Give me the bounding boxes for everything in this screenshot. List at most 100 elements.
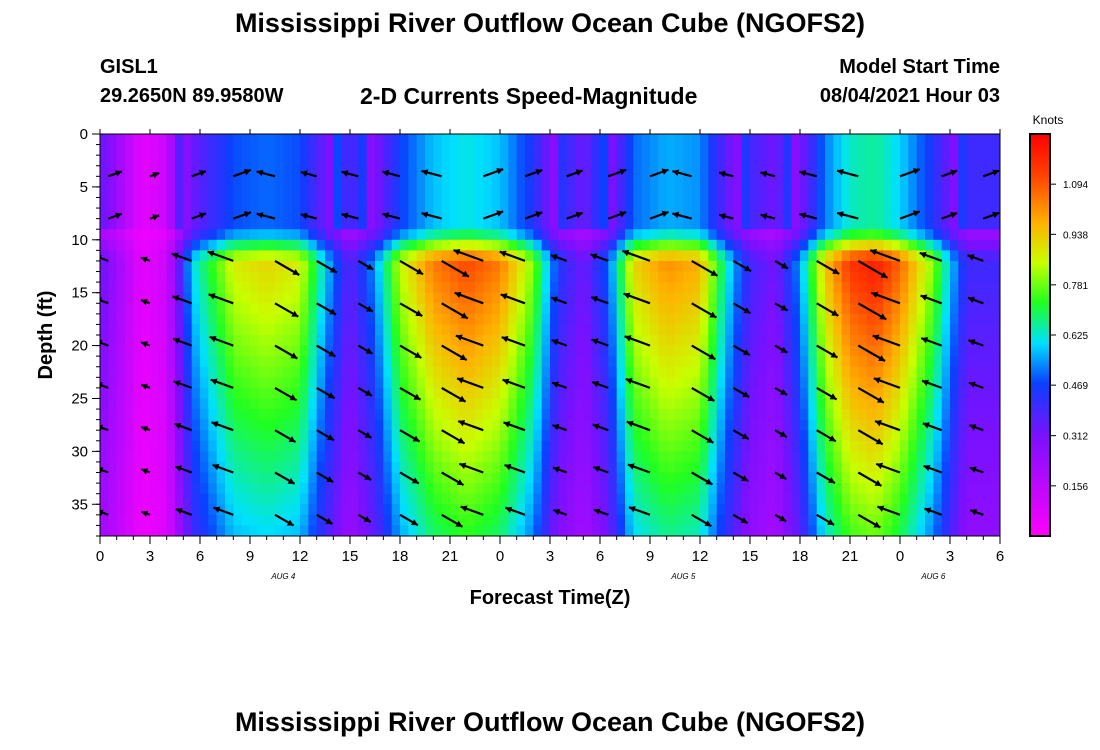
- heatmap-cell: [133, 472, 143, 484]
- heatmap-cell: [616, 430, 626, 442]
- heatmap-cell: [666, 260, 676, 273]
- heatmap-cell: [216, 483, 226, 495]
- heatmap-cell: [216, 260, 226, 273]
- heatmap-cell: [350, 176, 359, 188]
- heatmap-cell: [366, 398, 376, 410]
- heatmap-cell: [775, 292, 784, 304]
- heatmap-cell: [291, 271, 301, 283]
- heatmap-cell: [241, 303, 251, 315]
- heatmap-cell: [916, 292, 926, 304]
- heatmap-cell: [550, 472, 559, 484]
- heatmap-cell: [850, 229, 859, 241]
- heatmap-cell: [158, 440, 168, 452]
- heatmap-cell: [291, 472, 301, 484]
- heatmap-cell: [416, 239, 426, 251]
- heatmap-cell: [375, 377, 384, 389]
- heatmap-cell: [450, 356, 459, 368]
- heatmap-cell: [450, 229, 459, 241]
- heatmap-cell: [291, 430, 301, 442]
- heatmap-cell: [408, 409, 418, 421]
- heatmap-cell: [666, 366, 676, 378]
- heatmap-cell: [233, 282, 243, 294]
- heatmap-cell: [583, 451, 593, 463]
- heatmap-cell: [141, 409, 151, 421]
- heatmap-cell: [641, 451, 651, 463]
- heatmap-cell: [283, 440, 293, 452]
- current-arrow: [921, 379, 943, 389]
- heatmap-cell: [341, 134, 351, 146]
- heatmap-cell: [275, 409, 284, 421]
- heatmap-cell: [591, 472, 601, 484]
- heatmap-cell: [525, 440, 534, 452]
- heatmap-cell: [416, 514, 426, 527]
- heatmap-cell: [433, 186, 443, 199]
- heatmap-cell: [416, 250, 426, 262]
- heatmap-cell: [416, 208, 426, 220]
- heatmap-cell: [116, 176, 126, 188]
- heatmap-cell: [708, 271, 718, 283]
- heatmap-cell: [191, 472, 201, 484]
- heatmap-cell: [308, 208, 318, 220]
- heatmap-cell: [150, 409, 159, 421]
- heatmap-cell: [683, 144, 693, 156]
- heatmap-cell: [225, 525, 234, 536]
- heatmap-cell: [825, 313, 834, 326]
- heatmap-cell: [633, 409, 643, 421]
- heatmap-cell: [500, 514, 509, 527]
- heatmap-cell: [200, 430, 209, 442]
- heatmap-cell: [341, 409, 351, 421]
- heatmap-cell: [383, 377, 393, 389]
- heatmap-cell: [925, 525, 934, 536]
- heatmap-cell: [783, 419, 793, 431]
- current-arrow: [672, 211, 692, 220]
- heatmap-cell: [750, 292, 759, 304]
- heatmap-cell: [783, 451, 793, 463]
- current-arrow: [140, 298, 151, 306]
- heatmap-cell: [925, 155, 934, 167]
- heatmap-cell: [641, 419, 651, 431]
- heatmap-cell: [725, 419, 734, 431]
- heatmap-cell: [841, 345, 851, 357]
- heatmap-cell: [250, 335, 259, 347]
- heatmap-cell: [625, 282, 634, 294]
- heatmap-cell: [141, 155, 151, 167]
- heatmap-cell: [266, 303, 276, 315]
- heatmap-cell: [808, 134, 818, 146]
- heatmap-cell: [625, 430, 634, 442]
- heatmap-cell: [941, 504, 951, 516]
- heatmap-cell: [558, 239, 568, 251]
- heatmap-cell: [466, 324, 476, 336]
- heatmap-cell: [683, 176, 693, 188]
- heatmap-cell: [233, 356, 243, 368]
- heatmap-cell: [541, 271, 551, 283]
- heatmap-cell: [975, 260, 984, 273]
- heatmap-cell: [916, 165, 926, 177]
- heatmap-cell: [375, 398, 384, 410]
- heatmap-cell: [325, 282, 334, 294]
- footer-title: Mississippi River Outflow Ocean Cube (NG…: [234, 707, 866, 737]
- heatmap-cell: [483, 419, 493, 431]
- heatmap-cell: [675, 229, 684, 241]
- heatmap-cell: [900, 292, 909, 304]
- heatmap-cell: [366, 514, 376, 527]
- heatmap-cell: [308, 461, 318, 474]
- heatmap-cell: [641, 504, 651, 516]
- heatmap-cell: [225, 197, 234, 209]
- heatmap-cell: [933, 271, 943, 283]
- heatmap-cell: [641, 366, 651, 378]
- heatmap-cell: [191, 504, 201, 516]
- heatmap-cell: [958, 282, 968, 294]
- heatmap-cell: [891, 451, 901, 463]
- heatmap-cell: [950, 472, 959, 484]
- heatmap-cell: [583, 324, 593, 336]
- heatmap-cell: [225, 493, 234, 505]
- heatmap-cell: [883, 514, 893, 527]
- heatmap-cell: [416, 324, 426, 336]
- heatmap-cell: [350, 271, 359, 283]
- heatmap-cell: [200, 366, 209, 378]
- heatmap-cell: [283, 250, 293, 262]
- heatmap-cell: [416, 335, 426, 347]
- heatmap-cell: [825, 398, 834, 410]
- heatmap-cell: [850, 514, 859, 527]
- heatmap-cell: [850, 218, 859, 230]
